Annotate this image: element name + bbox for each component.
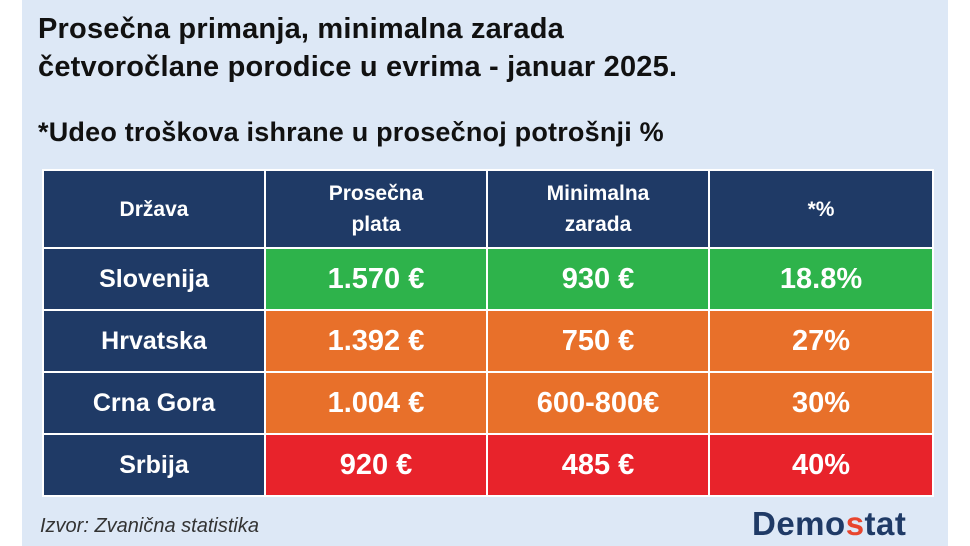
- cell-food-share: 30%: [708, 371, 934, 435]
- chart-title-line-2: četvoročlane porodice u evrima - januar …: [38, 51, 678, 83]
- cell-minimum-wage: 600-800€: [486, 371, 710, 435]
- cell-average-salary: 1.004 €: [264, 371, 488, 435]
- table-header-row: Država Prosečna plata Minimalna zarada *…: [42, 169, 934, 249]
- cell-average-salary: 1.392 €: [264, 309, 488, 373]
- cell-food-share: 27%: [708, 309, 934, 373]
- column-header-minimum-wage-line-1: Minimalna: [546, 182, 650, 205]
- column-header-minimum-wage-line-2: zarada: [564, 213, 632, 236]
- column-header-average-salary-line-1: Prosečna: [328, 182, 424, 205]
- chart-title: Prosečna primanja, minimalna zarada četv…: [38, 10, 677, 86]
- logo-text-part-1: Demo: [752, 505, 846, 542]
- cell-average-salary: 920 €: [264, 433, 488, 497]
- column-header-food-share-line-1: *%: [807, 197, 835, 221]
- logo-text-accent: s: [845, 505, 865, 542]
- table-row: Crna Gora 1.004 € 600-800€ 30%: [42, 371, 934, 435]
- table-row: Srbija 920 € 485 € 40%: [42, 433, 934, 497]
- cell-country: Slovenija: [42, 247, 266, 311]
- column-header-average-salary-line-2: plata: [351, 213, 401, 236]
- cell-minimum-wage: 485 €: [486, 433, 710, 497]
- column-header-average-salary: Prosečna plata: [264, 169, 488, 249]
- cell-minimum-wage: 750 €: [486, 309, 710, 373]
- chart-title-line-1: Prosečna primanja, minimalna zarada: [38, 13, 564, 45]
- cell-country: Hrvatska: [42, 309, 266, 373]
- column-header-food-share: *%: [708, 169, 934, 249]
- cell-country: Srbija: [42, 433, 266, 497]
- cell-country: Crna Gora: [42, 371, 266, 435]
- table-row: Slovenija 1.570 € 930 € 18.8%: [42, 247, 934, 311]
- column-header-country: Država: [42, 169, 266, 249]
- cell-average-salary: 1.570 €: [264, 247, 488, 311]
- data-table: Država Prosečna plata Minimalna zarada *…: [42, 169, 934, 497]
- cell-minimum-wage: 930 €: [486, 247, 710, 311]
- cell-food-share: 18.8%: [708, 247, 934, 311]
- column-header-minimum-wage: Minimalna zarada: [486, 169, 710, 249]
- chart-subtitle: *Udeo troškova ishrane u prosečnoj potro…: [38, 117, 664, 147]
- table-body: Slovenija 1.570 € 930 € 18.8% Hrvatska 1…: [42, 247, 934, 497]
- column-header-country-line-1: Država: [119, 197, 189, 221]
- table-row: Hrvatska 1.392 € 750 € 27%: [42, 309, 934, 373]
- demostat-logo: Demostat: [752, 505, 906, 543]
- cell-food-share: 40%: [708, 433, 934, 497]
- logo-text-part-2: tat: [864, 505, 907, 542]
- source-note: Izvor: Zvanična statistika: [40, 515, 259, 537]
